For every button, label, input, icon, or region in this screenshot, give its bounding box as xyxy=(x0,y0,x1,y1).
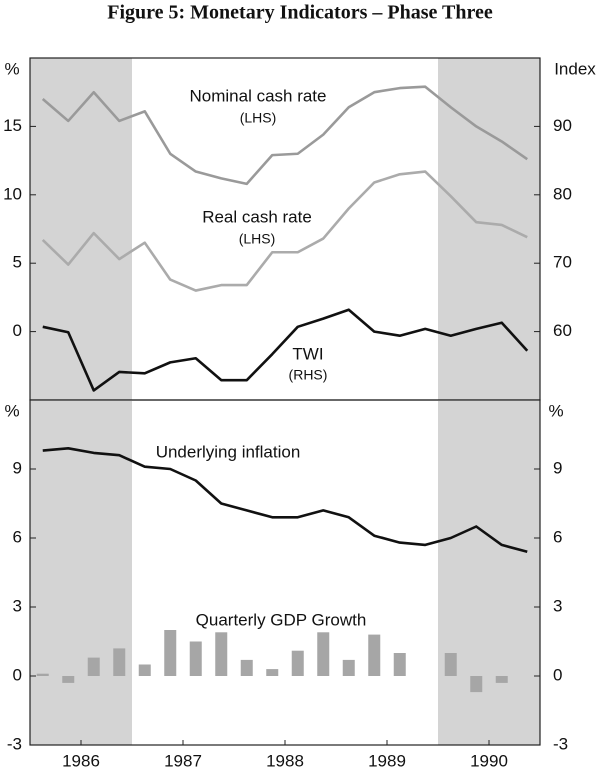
y2-tick-label: 70 xyxy=(553,253,572,272)
line-series xyxy=(42,447,528,554)
shaded-region xyxy=(30,400,132,745)
bar xyxy=(495,676,508,683)
y-axis-unit: % xyxy=(4,401,19,420)
line-series xyxy=(41,85,528,186)
bar xyxy=(138,664,151,676)
bar xyxy=(291,650,304,676)
x-tick-label: 1986 xyxy=(62,751,100,770)
bar xyxy=(215,632,228,676)
bar xyxy=(62,676,75,683)
y2-tick-label: 6 xyxy=(553,527,562,546)
y-tick-label: 9 xyxy=(13,458,22,477)
shaded-region xyxy=(438,58,540,400)
bar xyxy=(470,676,483,693)
y-tick-label: 0 xyxy=(13,665,22,684)
series-axis-note: (LHS) xyxy=(239,231,276,247)
series-label: Real cash rate xyxy=(202,207,312,226)
y-tick-label: -3 xyxy=(7,734,22,753)
x-tick-label: 1987 xyxy=(164,751,202,770)
series-axis-note: (LHS) xyxy=(240,110,277,126)
shaded-region xyxy=(438,400,540,745)
series-label: Quarterly GDP Growth xyxy=(196,610,367,629)
shaded-region xyxy=(30,58,132,400)
y-tick-label: 3 xyxy=(13,596,22,615)
y2-tick-label: -3 xyxy=(553,734,568,753)
bar xyxy=(393,653,406,676)
bar xyxy=(240,659,253,676)
y-tick-label: 5 xyxy=(13,253,22,272)
y-tick-label: 15 xyxy=(3,116,22,135)
series-label: Nominal cash rate xyxy=(189,86,326,105)
bar xyxy=(444,653,457,676)
y2-tick-label: 60 xyxy=(553,321,572,340)
y-tick-label: 0 xyxy=(13,321,22,340)
line-series xyxy=(41,170,528,292)
bar xyxy=(87,657,100,676)
bar xyxy=(113,648,126,676)
x-tick-label: 1989 xyxy=(368,751,406,770)
bar xyxy=(266,669,279,676)
series-label: TWI xyxy=(292,344,323,363)
y-axis-unit: % xyxy=(4,59,19,78)
y-tick-label: 10 xyxy=(3,184,22,203)
figure-title: Figure 5: Monetary Indicators – Phase Th… xyxy=(107,2,493,24)
x-tick-label: 1988 xyxy=(266,751,304,770)
y2-tick-label: 9 xyxy=(553,458,562,477)
x-tick-label: 1990 xyxy=(470,751,508,770)
bar xyxy=(164,630,177,676)
y2-tick-label: 3 xyxy=(553,596,562,615)
bar xyxy=(342,659,355,676)
bar xyxy=(36,673,49,676)
y-tick-label: 6 xyxy=(13,527,22,546)
bar xyxy=(189,641,202,676)
y2-tick-label: 90 xyxy=(553,116,572,135)
y2-tick-label: 0 xyxy=(553,665,562,684)
y2-axis-unit: % xyxy=(548,401,563,420)
y2-axis-unit: Index xyxy=(554,59,596,78)
bar xyxy=(368,634,381,676)
series-label: Underlying inflation xyxy=(156,442,301,461)
line-series xyxy=(42,308,529,392)
bar xyxy=(317,632,330,676)
y2-tick-label: 80 xyxy=(553,184,572,203)
series-axis-note: (RHS) xyxy=(289,367,328,383)
